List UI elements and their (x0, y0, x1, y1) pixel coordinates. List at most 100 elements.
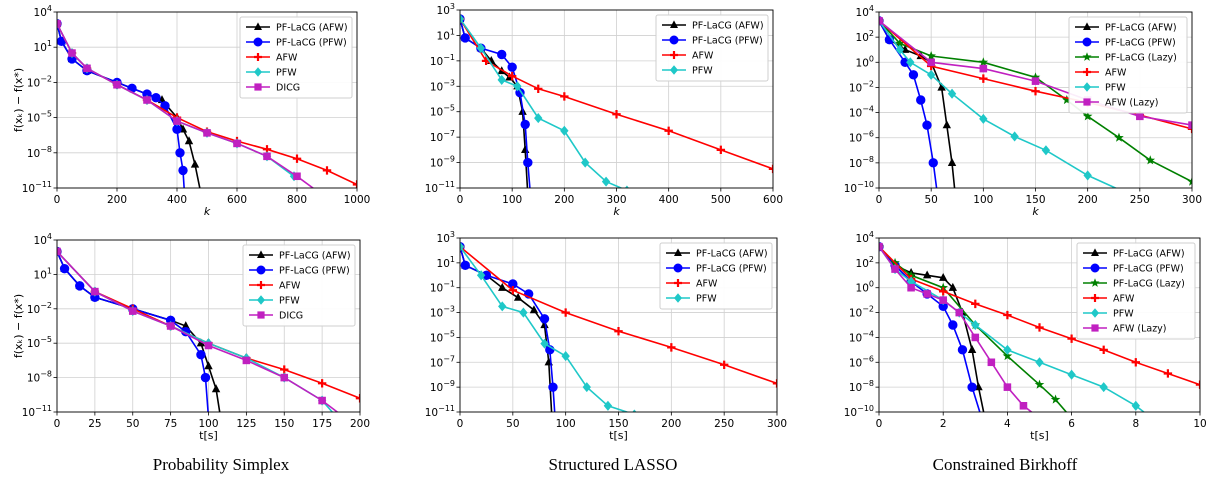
data-point-pf-lacg-lazy (1062, 94, 1072, 105)
x-tick-label: 400 (167, 194, 187, 206)
data-point-pfw (906, 276, 916, 287)
data-point-pf-lacg-afw (521, 145, 530, 154)
legend-label: PFW (279, 296, 300, 307)
legend-marker-pf-lacg-afw (254, 22, 262, 30)
x-tick-label: 200 (107, 194, 127, 206)
legend-marker-pf-lacg-pfw (1090, 263, 1100, 273)
data-point-dicg (57, 247, 61, 256)
data-point-afw (1099, 345, 1108, 355)
x-tick-label: 150 (274, 418, 294, 430)
data-point-afw-lazy (1136, 112, 1144, 121)
series-group (879, 15, 1192, 188)
data-point-pf-lacg-pfw (497, 49, 507, 60)
data-point-pf-lacg-lazy (1034, 379, 1045, 389)
legend-marker-pf-lacg-pfw (669, 35, 679, 45)
series-line-pf-lacg-afw (879, 20, 956, 188)
legend-marker-pfw (257, 295, 265, 305)
legend-label: PF-LaCG (PFW) (696, 264, 767, 275)
x-tick-label: 0 (457, 418, 464, 430)
data-point-dicg (91, 287, 99, 296)
legend-box (659, 242, 773, 310)
data-point-afw (1003, 310, 1012, 320)
series-line-pf-lacg-afw (460, 18, 529, 188)
data-point-pf-lacg-lazy (1082, 111, 1093, 121)
data-point-pfw (1035, 357, 1044, 368)
y-tick-label: 103 (437, 230, 455, 245)
x-axis-label: t[s] (609, 429, 628, 442)
data-point-pf-lacg-pfw (928, 158, 938, 168)
data-point-pf-lacg-pfw (548, 382, 558, 392)
y-tick-label: 10−4 (849, 329, 874, 344)
y-tick-label: 100 (856, 54, 874, 69)
data-point-pf-lacg-lazy (1187, 176, 1192, 186)
data-point-afw (507, 71, 517, 81)
y-tick-label: 10−6 (849, 354, 874, 369)
series-group (879, 241, 1200, 412)
legend-label: PFW (692, 66, 713, 77)
data-point-afw (971, 299, 980, 309)
series-line-pfw (460, 18, 624, 188)
legend-marker-pf-lacg-lazy (1082, 52, 1092, 61)
data-point-afw (667, 343, 676, 352)
legend-marker-afw-lazy (1083, 98, 1091, 106)
data-point-pf-lacg-lazy (1114, 132, 1124, 142)
x-tick-label: 50 (126, 418, 139, 430)
x-axis-label: k (613, 205, 620, 218)
y-axis-label: f(xₖ) − f(x*) (12, 68, 25, 132)
chart-panel-birkhoff-time: 0 2 4 6 8 10 104 102 100 10−2 10−4 10−6 10−8 10−10 t[s… (844, 230, 1207, 442)
legend-marker-afw (1083, 68, 1091, 76)
legend-marker-pf-lacg-afw (674, 248, 682, 256)
legend-box (655, 14, 769, 82)
data-point-pfw (460, 241, 465, 252)
data-point-pfw (460, 13, 465, 24)
data-point-afw-lazy (987, 358, 996, 367)
data-point-pfw (906, 57, 915, 68)
legend-marker-pfw (674, 293, 682, 303)
data-point-dicg (83, 64, 91, 73)
data-point-pf-lacg-pfw (151, 92, 161, 103)
data-point-pfw (979, 113, 988, 124)
y-tick-label: 10−9 (430, 379, 455, 394)
data-point-pf-lacg-afw (540, 320, 549, 329)
y-tick-label: 10−5 (27, 110, 52, 125)
legend-label: AFW (Lazy) (1105, 98, 1159, 109)
data-point-afw (322, 166, 332, 175)
y-tick-label: 10−9 (430, 155, 455, 170)
data-point-dicg (128, 307, 137, 315)
y-axis-label: f(xₖ) − f(x*) (12, 294, 25, 358)
series-line-pf-lacg-pfw (460, 246, 556, 412)
data-point-pfw (632, 409, 637, 412)
data-point-afw (561, 308, 570, 317)
legend-marker-pf-lacg-afw (670, 20, 678, 28)
data-point-pf-lacg-pfw (908, 70, 919, 80)
data-point-pf-lacg-pfw (948, 320, 958, 330)
data-point-pf-lacg-afw (529, 305, 539, 314)
caption-structured-lasso: Structured LASSO (548, 455, 678, 474)
x-axis-label: t[s] (199, 429, 218, 442)
data-point-pf-lacg-afw (916, 51, 925, 60)
y-tick-label: 101 (437, 27, 455, 42)
data-point-pfw (513, 81, 522, 92)
legend-label: PF-LaCG (PFW) (276, 38, 347, 49)
x-axis-label: k (204, 205, 211, 218)
legend-label: PF-LaCG (AFW) (696, 249, 768, 260)
legend-box (242, 244, 356, 327)
legend-label: PF-LaCG (AFW) (692, 21, 764, 32)
legend-label: AFW (692, 51, 714, 62)
x-axis-label: k (1032, 205, 1039, 218)
x-tick-label: 600 (227, 194, 247, 206)
data-point-pf-lacg-lazy (895, 38, 905, 48)
series-line-pf-lacg-pfw (57, 251, 209, 412)
y-tick-label: 10−8 (849, 379, 874, 394)
legend-marker-pf-lacg-afw (1091, 248, 1099, 256)
legend-marker-pfw (670, 65, 678, 75)
legend-label: AFW (276, 53, 298, 64)
data-point-afw (508, 286, 518, 295)
data-point-dicg (204, 341, 213, 350)
data-point-pf-lacg-afw (190, 159, 200, 168)
legend-label: AFW (Lazy) (1113, 324, 1167, 335)
legend: PF-LaCG (AFW) PF-LaCG (PFW) AFW PFW DICG (242, 244, 356, 327)
data-point-dicg (166, 322, 175, 330)
data-point-pf-lacg-pfw (523, 157, 533, 168)
